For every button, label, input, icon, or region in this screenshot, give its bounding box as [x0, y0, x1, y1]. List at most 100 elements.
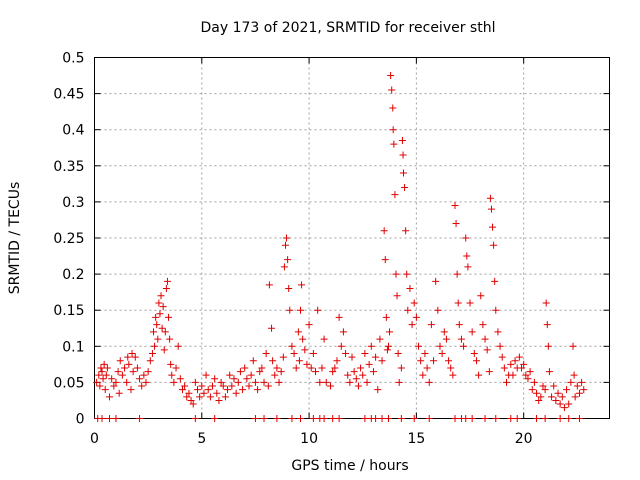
x-tick-label: 5	[197, 431, 206, 447]
data-point	[350, 368, 358, 376]
data-point	[432, 277, 440, 285]
data-point	[570, 371, 578, 379]
data-point	[528, 386, 536, 394]
data-point	[133, 364, 141, 372]
x-axis-label: GPS time / hours	[291, 458, 408, 474]
data-point	[573, 382, 581, 390]
data-point	[125, 360, 133, 368]
data-point	[290, 350, 298, 358]
data-point	[378, 415, 386, 422]
data-point	[294, 328, 302, 336]
data-point	[146, 357, 154, 365]
data-point	[283, 234, 291, 242]
data-point	[299, 335, 307, 343]
y-tick-label: 0.25	[53, 231, 84, 247]
data-point	[539, 382, 547, 390]
data-point	[213, 389, 221, 397]
x-axis-tick-labels: 0 5 10 15 20	[90, 431, 533, 447]
data-point	[578, 378, 586, 386]
data-point	[303, 360, 311, 368]
data-point	[503, 378, 510, 386]
data-point	[410, 299, 418, 307]
data-point	[452, 220, 460, 228]
data-point	[381, 256, 389, 264]
data-point	[541, 386, 549, 394]
data-point	[271, 371, 279, 379]
data-point	[384, 342, 392, 350]
data-point	[98, 368, 106, 376]
data-point	[445, 357, 453, 365]
data-point	[567, 378, 575, 386]
data-point	[215, 396, 223, 404]
data-point	[123, 378, 131, 386]
data-point	[372, 415, 380, 422]
data-point	[151, 342, 159, 350]
data-point	[449, 371, 457, 379]
data-point	[526, 368, 534, 376]
data-point	[451, 415, 459, 422]
data-point	[440, 328, 448, 336]
data-point	[163, 277, 171, 285]
data-point	[273, 415, 281, 422]
data-point	[262, 350, 270, 358]
data-point	[425, 415, 433, 422]
data-point	[423, 364, 431, 372]
data-point	[535, 396, 543, 404]
data-point	[254, 386, 262, 394]
data-point	[481, 335, 489, 343]
data-point	[129, 368, 137, 376]
data-point	[95, 371, 103, 379]
data-point	[468, 415, 476, 422]
data-point	[417, 357, 425, 365]
data-point	[251, 378, 259, 386]
data-point	[247, 371, 255, 379]
data-point	[509, 371, 517, 379]
data-point	[492, 415, 500, 422]
y-tick-label: 0.1	[62, 339, 84, 355]
data-point	[185, 389, 193, 397]
data-point	[472, 357, 480, 365]
x-tick-label: 0	[90, 431, 99, 447]
data-point	[327, 382, 335, 390]
data-point	[275, 378, 283, 386]
data-point	[438, 350, 446, 358]
data-point	[140, 371, 148, 379]
data-point	[489, 223, 497, 231]
data-point	[530, 378, 538, 386]
data-point	[281, 241, 289, 249]
data-point	[548, 393, 556, 401]
data-point	[337, 342, 345, 350]
data-point	[245, 382, 253, 390]
y-tick-label: 0.5	[62, 51, 84, 67]
data-point	[183, 393, 191, 401]
data-point	[560, 404, 568, 412]
data-point	[209, 382, 217, 390]
data-point	[127, 386, 135, 394]
data-point	[430, 357, 438, 365]
data-point	[155, 299, 163, 307]
data-point	[419, 371, 427, 379]
data-point	[99, 375, 107, 383]
data-point	[115, 389, 123, 397]
data-point	[144, 368, 152, 376]
data-point	[167, 360, 175, 368]
data-point	[378, 357, 386, 365]
data-point	[520, 360, 528, 368]
data-point	[232, 389, 240, 397]
chart-title: Day 173 of 2021, SRMTID for receiver sth…	[201, 20, 496, 36]
data-point	[97, 364, 105, 372]
data-point	[382, 313, 390, 321]
data-point	[565, 415, 573, 422]
data-point	[206, 393, 214, 401]
data-point	[357, 364, 365, 372]
data-point	[389, 126, 397, 134]
data-point	[496, 342, 504, 350]
data-point	[152, 313, 160, 321]
data-point	[481, 415, 489, 422]
data-point	[397, 415, 405, 422]
data-point	[406, 285, 414, 293]
data-point	[552, 396, 560, 404]
data-point	[191, 415, 199, 422]
data-point	[251, 415, 259, 422]
data-point	[436, 342, 444, 350]
